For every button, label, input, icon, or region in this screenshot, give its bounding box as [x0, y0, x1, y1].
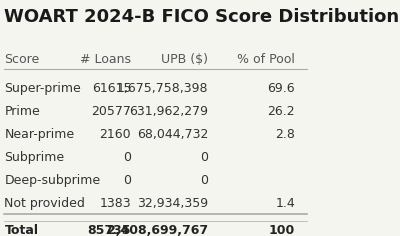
Text: Near-prime: Near-prime [4, 128, 75, 141]
Text: % of Pool: % of Pool [237, 53, 295, 66]
Text: # Loans: # Loans [80, 53, 131, 66]
Text: Total: Total [4, 224, 38, 236]
Text: UPB ($): UPB ($) [162, 53, 208, 66]
Text: 1383: 1383 [100, 197, 131, 210]
Text: 69.6: 69.6 [267, 82, 295, 95]
Text: Super-prime: Super-prime [4, 82, 81, 95]
Text: 32,934,359: 32,934,359 [137, 197, 208, 210]
Text: WOART 2024-B FICO Score Distribution: WOART 2024-B FICO Score Distribution [4, 8, 400, 25]
Text: 85735: 85735 [88, 224, 131, 236]
Text: 26.2: 26.2 [267, 105, 295, 118]
Text: 0: 0 [123, 151, 131, 164]
Text: Subprime: Subprime [4, 151, 65, 164]
Text: 631,962,279: 631,962,279 [130, 105, 208, 118]
Text: 100: 100 [269, 224, 295, 236]
Text: Prime: Prime [4, 105, 40, 118]
Text: 61615: 61615 [92, 82, 131, 95]
Text: 0: 0 [123, 174, 131, 187]
Text: 20577: 20577 [91, 105, 131, 118]
Text: 1,675,758,398: 1,675,758,398 [117, 82, 208, 95]
Text: 2.8: 2.8 [275, 128, 295, 141]
Text: 0: 0 [200, 174, 208, 187]
Text: 68,044,732: 68,044,732 [137, 128, 208, 141]
Text: 1.4: 1.4 [275, 197, 295, 210]
Text: Not provided: Not provided [4, 197, 85, 210]
Text: 2160: 2160 [100, 128, 131, 141]
Text: Deep-subprime: Deep-subprime [4, 174, 101, 187]
Text: Score: Score [4, 53, 40, 66]
Text: 2,408,699,767: 2,408,699,767 [107, 224, 208, 236]
Text: 0: 0 [200, 151, 208, 164]
